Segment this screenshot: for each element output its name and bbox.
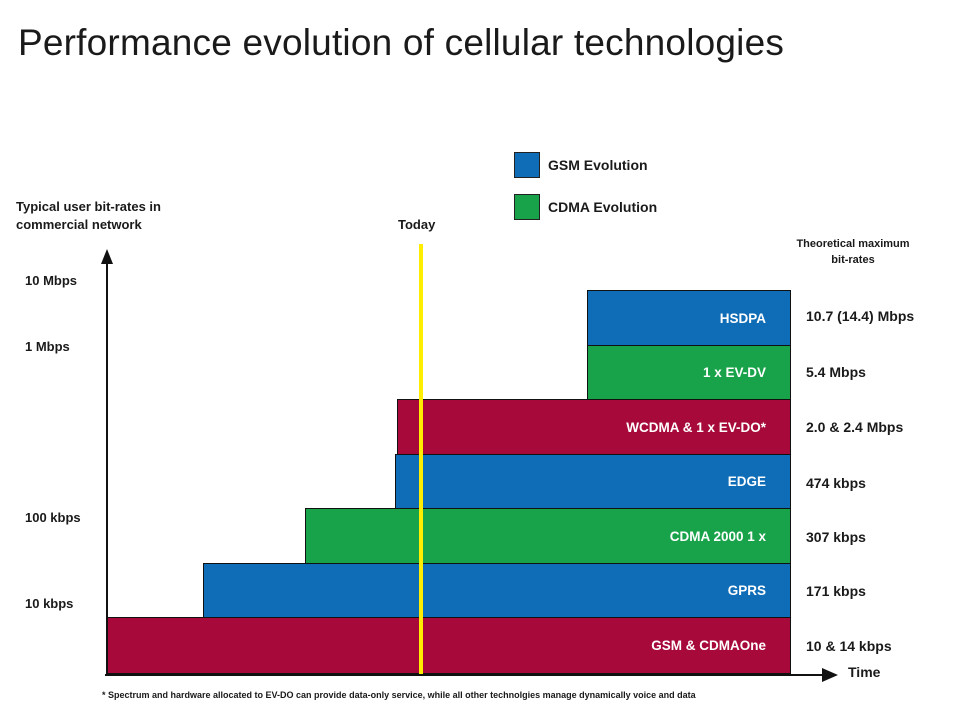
bar-label: GPRS xyxy=(727,583,766,598)
bar-label: WCDMA & 1 x EV-DO* xyxy=(626,419,766,435)
bar-gsm-cdmaone: GSM & CDMAOne xyxy=(107,617,791,674)
y-tick-label: 100 kbps xyxy=(25,510,81,525)
bar-ev-dv: 1 x EV-DV xyxy=(587,345,791,400)
legend-swatch-gsm xyxy=(514,152,540,178)
page-title: Performance evolution of cellular techno… xyxy=(18,22,785,63)
y-tick-label: 10 kbps xyxy=(25,596,74,611)
max-rate-edge: 474 kbps xyxy=(806,475,866,491)
max-rate-header-line: bit-rates xyxy=(831,254,875,266)
max-rate-wcdma-ev-do: 2.0 & 2.4 Mbps xyxy=(806,419,904,435)
legend-swatch-cdma xyxy=(514,194,540,220)
max-rate-cdma2000: 307 kbps xyxy=(806,529,866,545)
y-axis-arrow-icon xyxy=(101,249,113,264)
max-rate-gsm-cdmaone: 10 & 14 kbps xyxy=(806,638,892,654)
max-rate-header-line: Theoretical maximum xyxy=(796,238,910,250)
today-line xyxy=(419,244,423,676)
y-tick-label: 10 Mbps xyxy=(25,273,78,288)
max-rate-ev-dv: 5.4 Mbps xyxy=(806,364,866,380)
x-axis-label: Time xyxy=(848,664,881,680)
legend-label-gsm: GSM Evolution xyxy=(548,157,648,173)
legend-label-cdma: CDMA Evolution xyxy=(548,199,658,215)
bar-edge: EDGE xyxy=(395,454,791,509)
max-rate-hsdpa: 10.7 (14.4) Mbps xyxy=(806,308,915,324)
max-rate-gprs: 171 kbps xyxy=(806,583,866,599)
x-axis-arrow-icon xyxy=(822,668,838,682)
bar-label: GSM & CDMAOne xyxy=(651,638,766,653)
bar-label: HSDPA xyxy=(719,310,766,326)
bar-cdma2000: CDMA 2000 1 x xyxy=(305,508,791,564)
legend-item-cdma: CDMA Evolution xyxy=(514,194,657,220)
y-axis-title: Typical user bit-rates in commercial net… xyxy=(16,198,161,234)
bar-label: 1 x EV-DV xyxy=(702,365,766,380)
y-axis-title-line: commercial network xyxy=(16,217,142,232)
legend-item-gsm: GSM Evolution xyxy=(514,152,648,178)
bar-hsdpa: HSDPA xyxy=(587,290,791,346)
bar-label: EDGE xyxy=(727,474,766,489)
footnote: * Spectrum and hardware allocated to EV-… xyxy=(102,690,696,700)
y-tick-label: 1 Mbps xyxy=(25,339,70,354)
today-label: Today xyxy=(398,217,436,232)
max-rate-header: Theoretical maximum bit-rates xyxy=(792,236,914,268)
bar-label: CDMA 2000 1 x xyxy=(669,528,766,544)
y-axis-title-line: Typical user bit-rates in xyxy=(16,199,161,214)
